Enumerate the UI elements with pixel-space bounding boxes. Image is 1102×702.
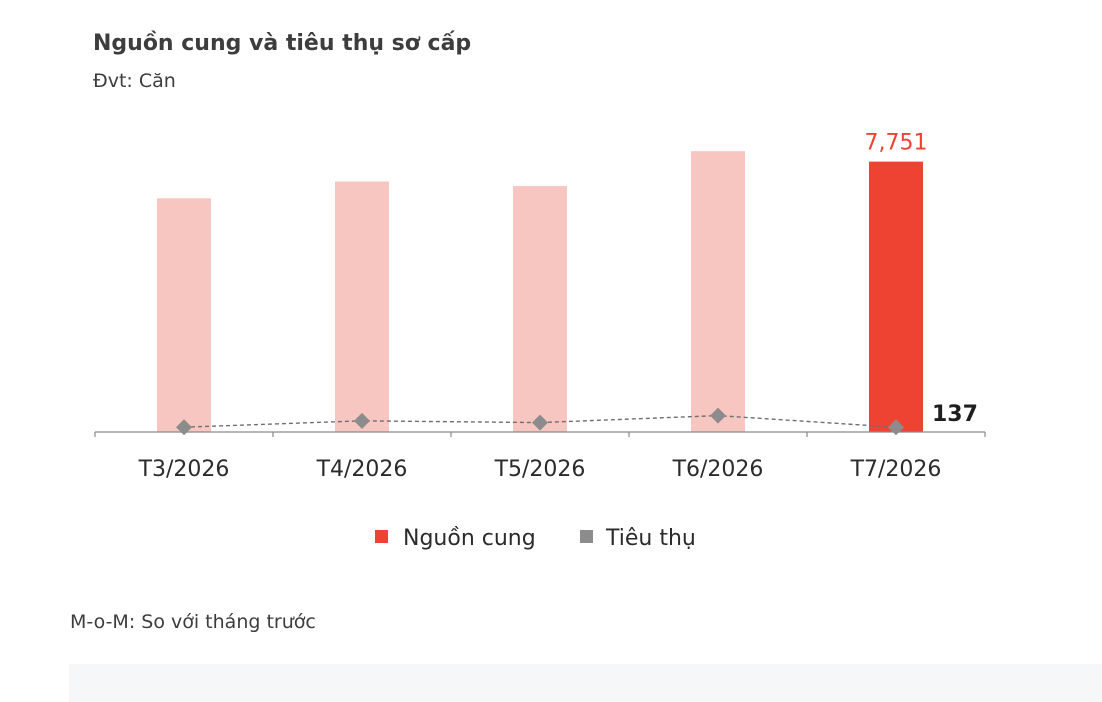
chart-title: Nguồn cung và tiêu thụ sơ cấp: [93, 31, 472, 56]
x-tick-label: T5/2026: [494, 457, 586, 482]
sales-data-label: 137: [932, 402, 978, 427]
sales-point: [532, 414, 548, 431]
footnote: M-o-M: So với tháng trước: [70, 611, 316, 633]
x-tick-label: T7/2026: [850, 457, 942, 482]
chart-unit-label: Đvt: Căn: [93, 70, 176, 92]
chart-area: T3/2026 T4/2026 T5/2026 T6/2026 T7/2026 7,751…: [94, 131, 986, 551]
x-tick-label: T6/2026: [672, 457, 764, 482]
x-tick-label: T3/2026: [138, 457, 230, 482]
legend-label-supply: Nguồn cung: [403, 526, 536, 551]
supply-data-label: 7,751: [865, 131, 928, 156]
sales-point: [888, 419, 904, 436]
sales-point: [710, 407, 726, 424]
sales-point: [176, 419, 192, 436]
supply-bar: [157, 198, 211, 432]
supply-bar: [335, 181, 389, 432]
supply-bar: [691, 151, 745, 433]
legend-label-sales: Tiêu thụ: [605, 526, 696, 551]
supply-bar: [869, 161, 923, 432]
legend-swatch-supply: [375, 530, 388, 543]
sales-point: [354, 412, 370, 429]
x-tick-label: T4/2026: [316, 457, 408, 482]
bottom-panel: [69, 664, 1102, 702]
legend-swatch-sales: [580, 530, 593, 543]
supply-bar: [513, 186, 567, 432]
